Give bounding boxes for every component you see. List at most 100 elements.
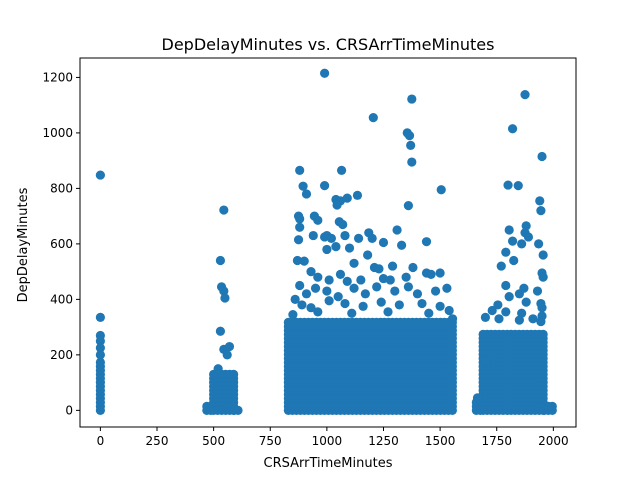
y-tick-label: 600 xyxy=(50,237,73,251)
scatter-point xyxy=(501,247,511,257)
scatter-point xyxy=(322,286,332,296)
scatter-point xyxy=(447,314,458,324)
scatter-point xyxy=(313,272,323,282)
scatter-point xyxy=(406,140,416,150)
scatter-point xyxy=(233,405,243,415)
scatter-point xyxy=(472,393,483,403)
scatter-point xyxy=(374,264,384,274)
scatter-point xyxy=(322,244,332,255)
scatter-point xyxy=(349,283,359,293)
scatter-point xyxy=(313,215,323,225)
scatter-point xyxy=(378,237,389,248)
scatter-point xyxy=(220,293,230,303)
scatter-point xyxy=(532,286,543,296)
scatter-point xyxy=(299,256,309,266)
scatter-point xyxy=(536,316,546,327)
scatter-point xyxy=(336,165,347,175)
scatter-point xyxy=(295,165,305,175)
scatter-point xyxy=(504,225,514,235)
scatter-point xyxy=(394,300,404,310)
scatter-point xyxy=(403,201,414,211)
scatter-point xyxy=(306,303,316,313)
scatter-point xyxy=(338,219,348,230)
scatter-point xyxy=(229,369,239,379)
scatter-point xyxy=(538,272,548,282)
x-tick-label: 1250 xyxy=(368,434,399,448)
scatter-point xyxy=(517,239,527,249)
scatter-point xyxy=(507,236,518,246)
scatter-point xyxy=(523,232,534,242)
scatter-point xyxy=(95,336,105,346)
scatter-point xyxy=(424,308,434,318)
scatter-point xyxy=(487,305,497,316)
scatter-point xyxy=(520,90,530,100)
scatter-point xyxy=(444,305,454,316)
scatter-point xyxy=(219,205,229,215)
scatter-point xyxy=(501,307,511,317)
scatter-point xyxy=(504,292,514,302)
scatter-point xyxy=(353,233,364,243)
scatter-point xyxy=(358,301,368,311)
scatter-point xyxy=(403,282,414,292)
scatter-point xyxy=(340,230,350,241)
scatter-point xyxy=(513,181,523,191)
scatter-point xyxy=(295,214,305,224)
scatter-point xyxy=(493,300,503,310)
scatter-point xyxy=(95,343,105,353)
x-tick-label: 1000 xyxy=(312,434,343,448)
scatter-point xyxy=(335,269,346,280)
scatter-point xyxy=(301,189,312,199)
scatter-point xyxy=(404,131,415,141)
scatter-point xyxy=(535,196,545,206)
scatter-point xyxy=(430,286,441,296)
scatter-point xyxy=(215,326,226,336)
x-tick-label: 250 xyxy=(146,434,169,448)
scatter-point xyxy=(442,283,452,293)
scatter-point xyxy=(390,286,400,296)
scatter-point xyxy=(435,301,445,311)
scatter-point xyxy=(95,350,105,360)
scatter-point xyxy=(480,355,491,366)
scatter-point xyxy=(349,258,359,268)
scatter-point xyxy=(368,113,378,123)
y-tick-label: 1200 xyxy=(42,70,73,84)
scatter-point xyxy=(352,190,363,200)
scatter-point xyxy=(340,298,350,309)
scatter-point xyxy=(367,233,377,243)
scatter-point xyxy=(417,298,427,309)
scatter-point xyxy=(344,243,355,253)
scatter-point xyxy=(397,240,407,250)
scatter-point xyxy=(408,262,418,273)
scatter-point xyxy=(347,308,357,318)
scatter-point xyxy=(95,170,105,180)
scatter-point xyxy=(392,225,402,235)
scatter-point xyxy=(514,315,524,325)
scatter-point xyxy=(521,221,531,231)
y-axis-label: DepDelayMinutes xyxy=(16,187,31,302)
scatter-points xyxy=(95,68,557,415)
scatter-point xyxy=(503,180,513,190)
scatter-point xyxy=(326,233,336,243)
x-tick-label: 2000 xyxy=(538,434,569,448)
scatter-point xyxy=(534,239,544,249)
point-cluster xyxy=(283,317,457,415)
x-tick-label: 500 xyxy=(202,434,225,448)
scatter-point xyxy=(496,261,506,271)
scatter-point xyxy=(356,275,366,285)
scatter-point xyxy=(436,185,446,195)
y-tick-label: 400 xyxy=(50,292,73,306)
scatter-point xyxy=(494,314,504,324)
scatter-point xyxy=(342,276,352,286)
scatter-point xyxy=(507,124,518,134)
y-tick-label: 800 xyxy=(50,181,73,195)
scatter-point xyxy=(297,300,307,310)
scatter-point xyxy=(538,329,548,339)
scatter-point xyxy=(298,181,308,191)
scatter-point xyxy=(514,289,524,299)
scatter-point xyxy=(536,205,546,216)
point-cluster xyxy=(539,401,557,415)
x-tick-label: 750 xyxy=(259,434,282,448)
scatter-point xyxy=(95,357,105,367)
scatter-point xyxy=(360,289,370,299)
